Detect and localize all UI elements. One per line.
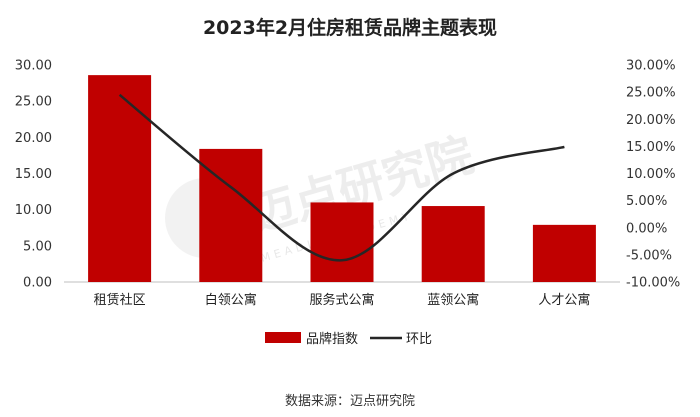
x-tick-label: 人才公寓 xyxy=(538,292,590,308)
bar xyxy=(310,202,374,282)
y-left-tick-label: 25.00 xyxy=(15,95,52,110)
y-left-tick-label: 5.00 xyxy=(23,239,52,254)
y-right-tick-label: 5.00% xyxy=(626,194,667,209)
y-right-tick-label: 0.00% xyxy=(626,221,667,236)
axes: 0.00 5.00 10.00 15.00 20.00 25.00 30.00 -10.00%… xyxy=(15,59,680,309)
y-right-tick-label: 10.00% xyxy=(626,167,676,182)
x-tick-label: 白领公寓 xyxy=(205,292,257,308)
line-path xyxy=(118,93,565,262)
y-right-tick-label: 30.00% xyxy=(626,59,676,74)
source-note: 数据来源：迈点研究院 xyxy=(285,394,415,409)
legend-label-line: 环比 xyxy=(406,332,432,347)
x-tick-label: 服务式公寓 xyxy=(309,292,374,308)
y-right-tick-label: 15.00% xyxy=(626,140,676,155)
x-tick-label: 蓝领公寓 xyxy=(427,292,479,308)
legend-swatch-bar xyxy=(265,332,301,343)
legend-label-bar: 品牌指数 xyxy=(306,331,358,347)
y-left-tick-label: 30.00 xyxy=(15,59,52,74)
line-series xyxy=(118,93,565,262)
y-left-tick-label: 0.00 xyxy=(23,276,52,291)
chart-title: 2023年2月住房租赁品牌主题表现 xyxy=(203,16,497,39)
y-left-tick-label: 20.00 xyxy=(15,131,52,146)
x-tick-label: 租赁社区 xyxy=(94,292,146,308)
bar xyxy=(532,224,596,282)
y-right-tick-label: 20.00% xyxy=(626,113,676,128)
y-left-tick-label: 15.00 xyxy=(15,167,52,182)
y-right-tick-label: -10.00% xyxy=(626,276,680,291)
bar xyxy=(88,75,152,282)
bar xyxy=(421,206,485,282)
legend: 品牌指数 环比 xyxy=(265,331,432,347)
y-right-tick-label: 25.00% xyxy=(626,86,676,101)
y-right-tick-label: -5.00% xyxy=(626,248,672,263)
y-left-tick-label: 10.00 xyxy=(15,203,52,218)
